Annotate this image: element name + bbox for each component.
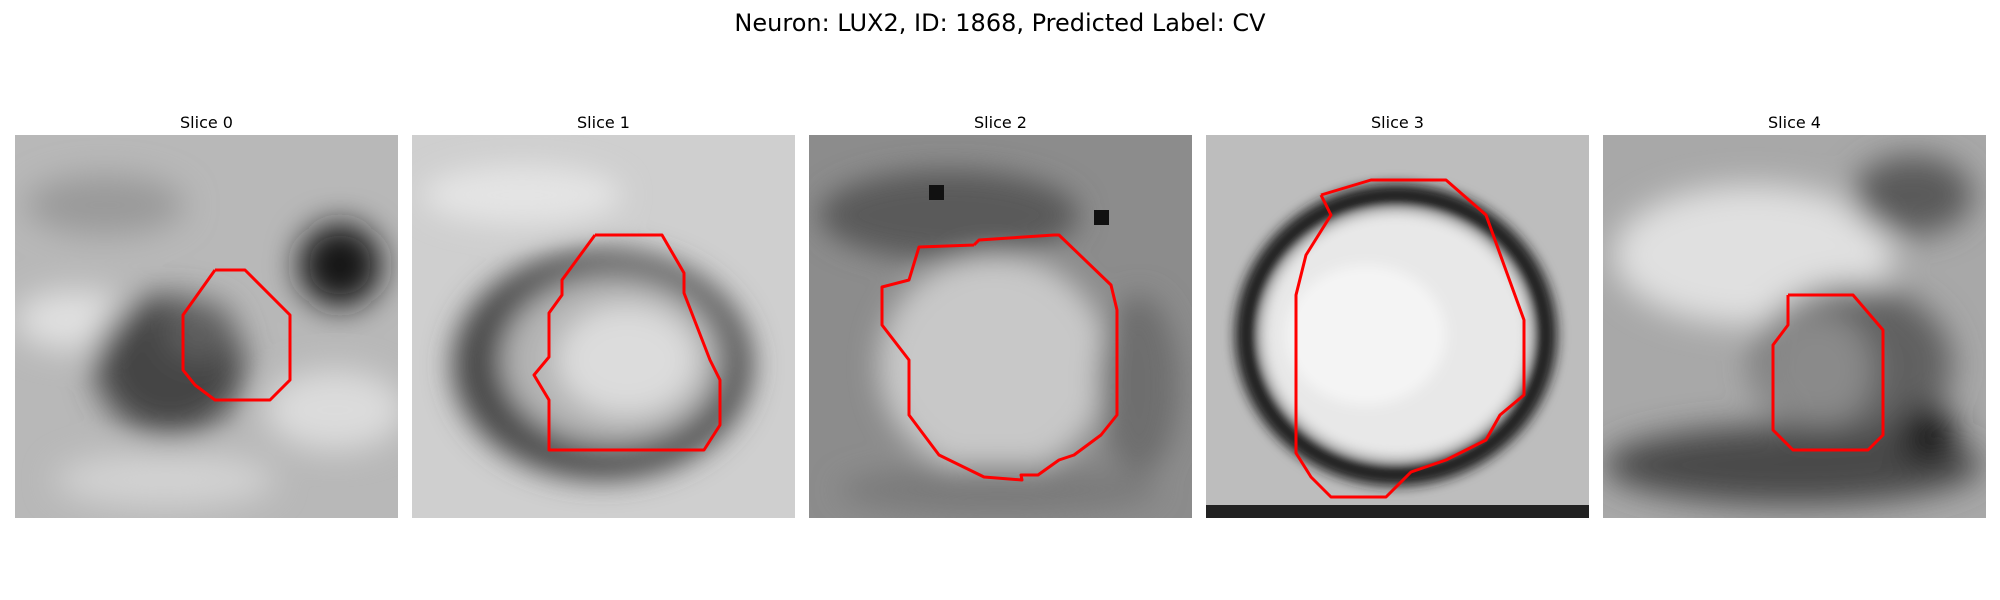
slice-title: Slice 2 — [974, 113, 1027, 132]
slice-1-contour — [532, 233, 722, 452]
slice-2-contour — [880, 233, 1119, 482]
slice-4-image — [1603, 135, 1986, 518]
slice-1-image — [412, 135, 795, 518]
slice-0-contour — [181, 268, 292, 402]
slice-title: Slice 4 — [1768, 113, 1821, 132]
figure-title: Neuron: LUX2, ID: 1868, Predicted Label:… — [734, 9, 1266, 37]
slice-panel-1: Slice 1 — [412, 113, 795, 518]
slice-panel-4: Slice 4 — [1603, 113, 1986, 518]
slice-panel-2: Slice 2 — [809, 113, 1192, 518]
slice-title: Slice 0 — [180, 113, 233, 132]
slice-panel-0: Slice 0 — [15, 113, 398, 518]
slice-3-image — [1206, 135, 1589, 518]
slice-title: Slice 1 — [577, 113, 630, 132]
slice-title: Slice 3 — [1371, 113, 1424, 132]
slice-3-contour — [1294, 178, 1526, 499]
slice-0-image — [15, 135, 398, 518]
slice-panel-3: Slice 3 — [1206, 113, 1589, 518]
slice-4-contour — [1771, 293, 1885, 452]
slice-2-image — [809, 135, 1192, 518]
